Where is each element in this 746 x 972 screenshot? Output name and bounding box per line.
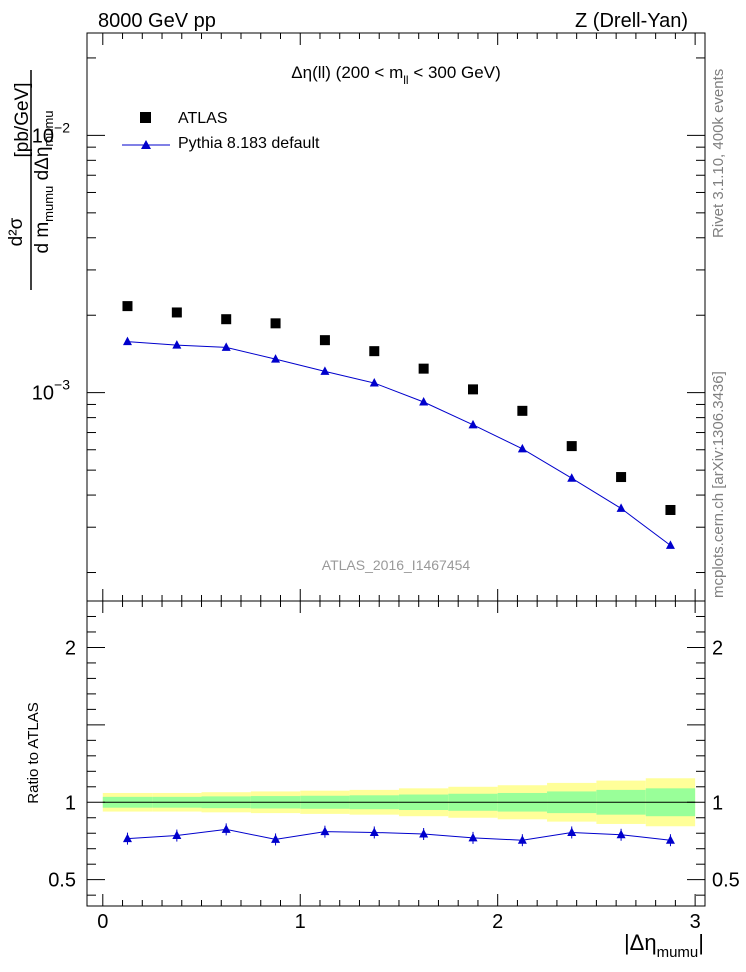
ratio-point xyxy=(122,833,132,843)
xlabel: |Δηmumu| xyxy=(624,930,704,961)
pythia-line xyxy=(127,341,671,546)
pythia-point xyxy=(419,396,429,406)
pythia-point xyxy=(517,443,527,453)
x-tick-label: 1 xyxy=(295,911,306,933)
pythia-point xyxy=(468,419,478,429)
atlas-point xyxy=(319,335,330,346)
x-tick-label: 0 xyxy=(97,911,108,933)
pythia-point xyxy=(665,540,675,549)
ratio-point xyxy=(221,824,231,833)
ratio-line xyxy=(127,828,671,841)
ratio-point xyxy=(172,830,182,840)
atlas-point xyxy=(171,307,182,318)
legend-data-label: ATLAS xyxy=(178,110,228,127)
pythia-point xyxy=(221,342,231,351)
ratio-y-tick-label: 1 xyxy=(65,792,76,814)
ratio-point xyxy=(616,829,626,839)
plot-title-suffix: < 300 GeV) xyxy=(409,63,501,82)
ratio-bands xyxy=(102,778,696,827)
y-tick-label: 10−2 xyxy=(32,119,70,147)
main-markers xyxy=(122,301,676,549)
atlas-point xyxy=(221,314,232,325)
atlas-point xyxy=(418,363,429,374)
plot-title-sub: ll xyxy=(403,73,408,87)
x-tick-label: 2 xyxy=(492,911,503,933)
ratio-curves xyxy=(122,823,675,847)
y-tick-base: 10 xyxy=(32,125,54,147)
ratio-point xyxy=(369,827,379,836)
ratio-y-tick-label-right: 2 xyxy=(712,637,723,659)
main-panel: 10−310−2 Δη(ll) (200 < mll < 300 GeV) AT… xyxy=(32,32,706,602)
ylabel-den-b-sub: mumu xyxy=(41,110,56,146)
plot-title: Δη(ll) (200 < mll < 300 GeV) xyxy=(291,63,500,87)
ratio-y-tick-label-right: 1 xyxy=(712,792,723,814)
main-ylabel: d²σ d mmumu dΔηmumu [pb/GeV] xyxy=(6,70,56,290)
atlas-point xyxy=(616,472,627,483)
pythia-point xyxy=(567,473,577,482)
ylabel-numerator: d²σ xyxy=(6,217,27,246)
ratio-y-tick-label: 2 xyxy=(65,637,76,659)
ratio-panel: 0 1 2 3 0.5 0.5 1 1 2 2 Ratio to ATLAS xyxy=(25,600,740,933)
analysis-watermark: ATLAS_2016_I1467454 xyxy=(322,557,471,573)
rivet-label: Rivet 3.1.10, 400k events xyxy=(710,69,727,238)
ylabel-denominator: d mmumu dΔηmumu xyxy=(32,110,56,253)
y-tick-base: 10 xyxy=(32,383,54,405)
header-left: 8000 GeV pp xyxy=(98,10,216,32)
y-tick-exp: −2 xyxy=(54,119,70,135)
ratio-point xyxy=(271,834,281,843)
pythia-point xyxy=(172,340,182,349)
ratio-y-tick-label-right: 0.5 xyxy=(712,870,740,892)
ratio-point xyxy=(517,835,527,844)
legend-mc-label: Pythia 8.183 default xyxy=(178,135,320,152)
ratio-point xyxy=(320,826,330,836)
atlas-point xyxy=(270,318,281,329)
ratio-point xyxy=(468,832,478,842)
legend-mc-marker xyxy=(141,140,151,149)
ylabel-den-a: d m xyxy=(32,222,53,254)
atlas-point xyxy=(468,384,479,395)
ylabel-den-b: dΔη xyxy=(32,147,53,186)
atlas-point xyxy=(665,504,676,515)
plot-title-prefix: Δη(ll) (200 < m xyxy=(291,63,403,82)
legend-data-marker xyxy=(140,112,151,123)
x-tick-label: 3 xyxy=(690,911,701,933)
y-tick-label: 10−3 xyxy=(32,377,70,405)
ratio-y-tick-label: 0.5 xyxy=(48,870,76,892)
xlabel-sub: mumu xyxy=(657,944,699,961)
mcplots-label: mcplots.cern.ch [arXiv:1306.3436] xyxy=(710,371,727,598)
header-right: Z (Drell-Yan) xyxy=(575,10,688,32)
atlas-point xyxy=(122,301,133,312)
main-ticks: 10−310−2 xyxy=(32,33,705,601)
legend: ATLAS Pythia 8.183 default xyxy=(122,110,320,152)
y-tick-exp: −3 xyxy=(54,377,70,393)
ratio-point xyxy=(567,827,577,836)
ratio-ticks: 0 1 2 3 0.5 0.5 1 1 2 2 xyxy=(48,601,740,933)
pythia-point xyxy=(271,354,281,363)
pythia-point xyxy=(369,378,379,387)
atlas-point xyxy=(566,441,577,452)
xlabel-end: | xyxy=(698,930,704,955)
ratio-ylabel: Ratio to ATLAS xyxy=(25,702,42,803)
ratio-frame xyxy=(86,600,706,907)
pythia-point xyxy=(122,336,132,346)
atlas-point xyxy=(517,405,528,416)
pythia-point xyxy=(320,366,330,375)
ratio-point xyxy=(419,829,429,838)
main-curves xyxy=(127,341,671,546)
xlabel-main: |Δη xyxy=(624,930,657,955)
pythia-point xyxy=(616,503,626,512)
ylabel-den-a-sub: mumu xyxy=(41,186,56,222)
atlas-point xyxy=(369,346,380,357)
ratio-point xyxy=(665,835,675,844)
ylabel-units: [pb/GeV] xyxy=(12,83,33,158)
